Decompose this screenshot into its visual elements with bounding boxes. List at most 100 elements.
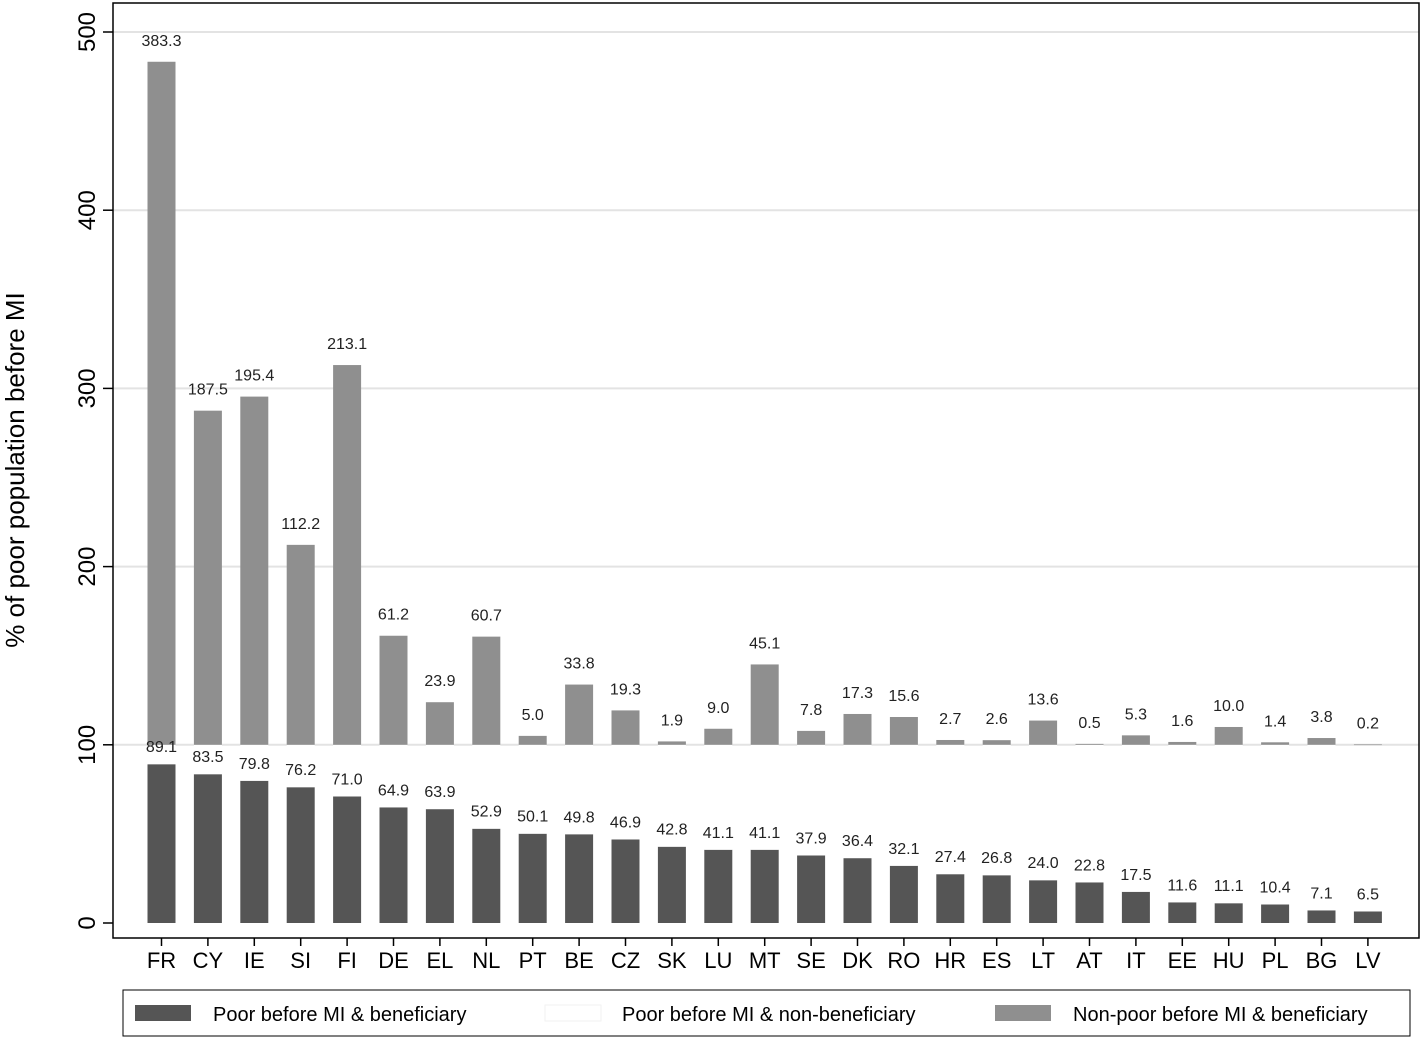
bar-non-poor-beneficiary bbox=[750, 664, 779, 745]
x-tick-label: EE bbox=[1168, 948, 1197, 973]
y-tick-label: 500 bbox=[74, 12, 101, 52]
bar-poor-non-beneficiary bbox=[1307, 744, 1336, 911]
x-tick-label: AT bbox=[1076, 948, 1102, 973]
value-label-non-poor-beneficiary: 19.3 bbox=[610, 681, 641, 698]
x-tick-label: NL bbox=[472, 948, 500, 973]
bar-poor-beneficiary bbox=[936, 874, 965, 923]
legend-frame bbox=[122, 989, 1411, 1037]
bar-poor-beneficiary bbox=[704, 849, 733, 923]
bar-poor-non-beneficiary bbox=[750, 744, 779, 850]
grid-lines bbox=[113, 31, 1419, 746]
bar-poor-non-beneficiary bbox=[518, 744, 547, 834]
value-label-poor-beneficiary: 11.1 bbox=[1214, 878, 1244, 895]
x-tick-label: RO bbox=[887, 948, 920, 973]
bar-poor-beneficiary bbox=[1121, 891, 1150, 923]
value-label-non-poor-beneficiary: 0.5 bbox=[1078, 715, 1100, 732]
value-label-poor-beneficiary: 32.1 bbox=[888, 841, 919, 858]
bar-poor-non-beneficiary bbox=[843, 744, 872, 859]
x-tick-label: IE bbox=[244, 948, 265, 973]
y-axis: 0 100 200 300 400 500 bbox=[74, 12, 113, 930]
bar-poor-non-beneficiary bbox=[982, 744, 1011, 876]
bar-poor-non-beneficiary bbox=[1353, 744, 1382, 912]
bar-poor-non-beneficiary bbox=[379, 744, 408, 808]
legend-label: Poor before MI & non-beneficiary bbox=[622, 1004, 916, 1026]
bar-non-poor-beneficiary bbox=[657, 741, 686, 745]
value-label-poor-beneficiary: 26.8 bbox=[981, 850, 1012, 867]
value-label-non-poor-beneficiary: 383.3 bbox=[141, 33, 181, 50]
legend-label: Poor before MI & beneficiary bbox=[213, 1004, 466, 1026]
bar-poor-beneficiary bbox=[425, 809, 454, 923]
bar-non-poor-beneficiary bbox=[147, 61, 176, 745]
bar-poor-beneficiary bbox=[1029, 880, 1058, 923]
bar-non-poor-beneficiary bbox=[889, 717, 918, 745]
value-label-non-poor-beneficiary: 7.8 bbox=[800, 702, 822, 719]
bar-poor-beneficiary bbox=[657, 846, 686, 923]
y-tick-label: 400 bbox=[74, 190, 101, 230]
bar-poor-non-beneficiary bbox=[472, 744, 501, 829]
value-label-poor-beneficiary: 17.5 bbox=[1120, 867, 1151, 884]
bar-non-poor-beneficiary bbox=[1214, 726, 1243, 745]
x-tick-label: PL bbox=[1262, 948, 1289, 973]
bar-poor-non-beneficiary bbox=[889, 744, 918, 866]
value-label-poor-beneficiary: 7.1 bbox=[1310, 885, 1332, 902]
x-tick-label: PT bbox=[519, 948, 547, 973]
bar-poor-non-beneficiary bbox=[1075, 744, 1104, 883]
bar-poor-beneficiary bbox=[379, 807, 408, 923]
x-tick-label: MT bbox=[749, 948, 781, 973]
bar-poor-beneficiary bbox=[518, 833, 547, 923]
value-label-poor-beneficiary: 22.8 bbox=[1074, 857, 1105, 874]
legend-label: Non-poor before MI & beneficiary bbox=[1073, 1004, 1368, 1026]
value-label-non-poor-beneficiary: 0.2 bbox=[1357, 715, 1379, 732]
x-tick-label: DK bbox=[842, 948, 873, 973]
bar-poor-beneficiary bbox=[1261, 904, 1290, 923]
bar-poor-non-beneficiary bbox=[797, 744, 826, 856]
bar-non-poor-beneficiary bbox=[518, 735, 547, 745]
value-label-non-poor-beneficiary: 1.9 bbox=[661, 712, 683, 729]
bar-non-poor-beneficiary bbox=[379, 635, 408, 745]
bar-poor-beneficiary bbox=[1075, 882, 1104, 923]
legend-swatch bbox=[544, 1004, 602, 1022]
value-label-non-poor-beneficiary: 5.3 bbox=[1125, 706, 1147, 723]
plot-frame bbox=[112, 2, 1420, 939]
bar-poor-non-beneficiary bbox=[1168, 744, 1197, 903]
bar-non-poor-beneficiary bbox=[843, 713, 872, 745]
x-tick-label: HU bbox=[1213, 948, 1245, 973]
value-label-poor-beneficiary: 41.1 bbox=[749, 825, 780, 842]
x-tick-label: IT bbox=[1126, 948, 1146, 973]
bar-poor-non-beneficiary bbox=[611, 744, 640, 840]
value-label-poor-beneficiary: 76.2 bbox=[285, 762, 316, 779]
x-tick-label: BE bbox=[564, 948, 593, 973]
bar-poor-non-beneficiary bbox=[1261, 744, 1290, 905]
bar-non-poor-beneficiary bbox=[286, 544, 315, 745]
value-label-non-poor-beneficiary: 33.8 bbox=[564, 656, 595, 673]
bar-non-poor-beneficiary bbox=[565, 684, 594, 745]
value-label-non-poor-beneficiary: 13.6 bbox=[1028, 692, 1059, 709]
legend-swatch bbox=[135, 1005, 191, 1021]
bar-poor-beneficiary bbox=[1353, 911, 1382, 923]
value-label-poor-beneficiary: 89.1 bbox=[146, 739, 177, 756]
bar-poor-non-beneficiary bbox=[286, 744, 315, 788]
value-label-poor-beneficiary: 6.5 bbox=[1357, 886, 1379, 903]
x-tick-label: FR bbox=[147, 948, 176, 973]
y-tick-label: 300 bbox=[74, 368, 101, 408]
bar-poor-non-beneficiary bbox=[193, 744, 222, 775]
bar-non-poor-beneficiary bbox=[1029, 720, 1058, 745]
y-tick-label: 100 bbox=[74, 725, 101, 765]
value-label-non-poor-beneficiary: 5.0 bbox=[522, 707, 544, 724]
bar-non-poor-beneficiary bbox=[1261, 742, 1290, 745]
value-label-poor-beneficiary: 79.8 bbox=[239, 756, 270, 773]
bar-non-poor-beneficiary bbox=[240, 396, 269, 745]
x-tick-label: ES bbox=[982, 948, 1011, 973]
bar-poor-beneficiary bbox=[1214, 903, 1243, 923]
x-tick-label: LT bbox=[1031, 948, 1055, 973]
value-label-poor-beneficiary: 50.1 bbox=[517, 809, 548, 826]
value-label-poor-beneficiary: 83.5 bbox=[192, 749, 223, 766]
value-label-poor-beneficiary: 24.0 bbox=[1028, 855, 1059, 872]
value-label-non-poor-beneficiary: 2.7 bbox=[939, 711, 961, 728]
bar-non-poor-beneficiary bbox=[1168, 741, 1197, 745]
bar-poor-beneficiary bbox=[750, 849, 779, 923]
bar-non-poor-beneficiary bbox=[1075, 743, 1104, 745]
bar-poor-non-beneficiary bbox=[240, 744, 269, 781]
value-label-non-poor-beneficiary: 60.7 bbox=[471, 608, 502, 625]
value-label-poor-beneficiary: 37.9 bbox=[796, 830, 827, 847]
